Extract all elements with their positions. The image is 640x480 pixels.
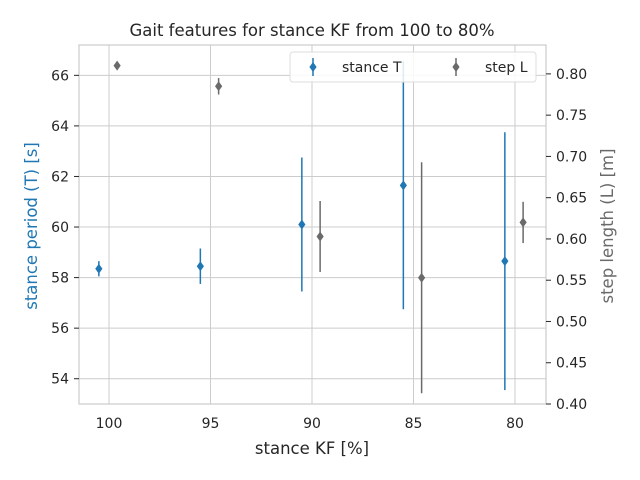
y-right-tick-label: 0.80 xyxy=(556,67,587,83)
axes-frame xyxy=(78,44,547,405)
step-l-point xyxy=(113,60,121,71)
y-right-tick-label: 0.55 xyxy=(556,273,587,289)
y-left-tick-label: 64 xyxy=(51,119,69,135)
x-tick-label: 95 xyxy=(202,416,220,432)
step-l-point xyxy=(215,81,223,92)
stance-t-point xyxy=(399,180,407,191)
y-axis-right-label: step length (L) [m] xyxy=(598,148,617,303)
series xyxy=(95,60,527,394)
y-right-tick-label: 0.75 xyxy=(556,108,587,124)
tick-labels: 100 95 90 85 80 54 56 58 60 62 64 66 0.40 0.45 0.50 0.5… xyxy=(51,67,587,432)
stance-t-point xyxy=(196,261,204,272)
x-tick-label: 80 xyxy=(506,416,524,432)
y-left-tick-label: 60 xyxy=(51,220,69,236)
chart-title: Gait features for stance KF from 100 to … xyxy=(129,21,494,40)
y-left-tick-label: 54 xyxy=(51,372,69,388)
y-left-tick-label: 56 xyxy=(51,321,69,337)
legend-item-stance-t-marker xyxy=(309,62,317,72)
x-tick-label: 90 xyxy=(303,416,321,432)
y-right-tick-label: 0.60 xyxy=(556,232,587,248)
y-right-tick-label: 0.40 xyxy=(556,397,587,413)
stance-t-point xyxy=(95,263,103,274)
legend-box xyxy=(289,51,537,83)
y-right-tick-label: 0.65 xyxy=(556,191,587,207)
step-l-point xyxy=(519,217,527,228)
y-left-tick-label: 58 xyxy=(51,271,69,287)
y-right-tick-label: 0.70 xyxy=(556,149,587,165)
legend-item-step-l-marker xyxy=(452,62,460,72)
stance-t-point xyxy=(298,219,306,230)
step-l-point xyxy=(316,231,324,242)
x-axis-label: stance KF [%] xyxy=(255,439,369,458)
legend-item-step-l-label: step L xyxy=(485,60,528,76)
grid xyxy=(79,45,546,404)
x-tick-label: 85 xyxy=(405,416,423,432)
legend-item-stance-t-label: stance T xyxy=(342,60,402,76)
step-l-point xyxy=(418,272,426,283)
y-right-tick-label: 0.45 xyxy=(556,356,587,372)
stance-t-point xyxy=(501,256,509,267)
y-left-tick-label: 66 xyxy=(51,68,69,84)
y-left-tick-label: 62 xyxy=(51,169,69,185)
y-axis-left-label: stance period (T) [s] xyxy=(22,142,41,310)
plot-frame xyxy=(78,44,547,405)
y-right-tick-label: 0.50 xyxy=(556,314,587,330)
x-tick-label: 100 xyxy=(96,416,123,432)
legend: stance T step L xyxy=(289,51,537,83)
